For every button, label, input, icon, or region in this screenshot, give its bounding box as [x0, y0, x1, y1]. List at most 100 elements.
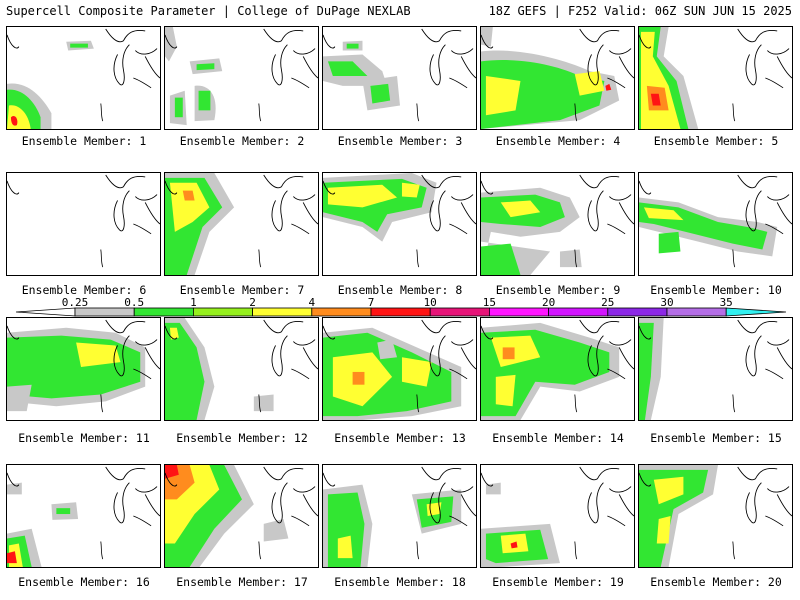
scp-contour	[198, 90, 211, 111]
member-label: Ensemble Member: 16	[18, 575, 150, 589]
colorbar-segment	[192, 307, 253, 317]
colorbar-left-arrow	[15, 307, 76, 317]
coastline-outline	[323, 325, 336, 340]
scp-contour	[346, 43, 359, 49]
member-map-panel	[322, 317, 477, 421]
colorbar-segment	[488, 307, 549, 317]
river-outline	[732, 249, 736, 268]
scp-contour	[656, 516, 671, 544]
river-outline	[100, 394, 104, 413]
member-label: Ensemble Member: 19	[492, 575, 624, 589]
coastline-outline	[323, 34, 336, 49]
scp-contour	[401, 182, 420, 198]
great-lakes-outline	[263, 466, 318, 527]
member-map-panel	[638, 464, 793, 568]
member-label: Ensemble Member: 6	[21, 283, 147, 297]
scp-contour	[502, 347, 515, 360]
coastline-outline	[165, 180, 178, 195]
colorbar-tick-label: 30	[660, 296, 674, 309]
chart-title: Supercell Composite Parameter | College …	[6, 4, 411, 18]
great-lakes-outline	[263, 28, 318, 89]
river-outline	[574, 103, 578, 122]
great-lakes-outline	[105, 28, 160, 89]
coastline-outline	[481, 34, 494, 49]
river-outline	[732, 394, 736, 413]
member-label: Ensemble Member: 5	[653, 134, 779, 148]
coastline-outline	[481, 472, 494, 487]
coastline-outline	[165, 34, 178, 49]
scp-contour	[485, 482, 501, 495]
river-outline	[416, 541, 420, 560]
colorbar-segment	[74, 307, 135, 317]
scp-contour	[481, 60, 605, 129]
member-map-panel	[164, 317, 319, 421]
scp-contour	[165, 322, 205, 420]
great-lakes-outline	[421, 466, 476, 527]
member-map-panel	[322, 172, 477, 276]
scp-contour	[182, 190, 195, 201]
scp-contour	[7, 551, 17, 564]
colorbar-segment	[311, 307, 372, 317]
river-outline	[100, 249, 104, 268]
river-outline	[574, 394, 578, 413]
scp-contour	[56, 508, 71, 515]
great-lakes-outline	[737, 174, 792, 235]
colorbar-segment	[252, 307, 313, 317]
scp-contour	[253, 394, 274, 412]
great-lakes-outline	[421, 28, 476, 89]
colorbar-tick-label: 20	[541, 296, 556, 309]
member-label: Ensemble Member: 15	[650, 431, 782, 445]
scp-contour	[401, 357, 432, 387]
member-label: Ensemble Member: 11	[18, 431, 150, 445]
scp-contour	[481, 243, 521, 275]
river-outline	[258, 249, 262, 268]
member-label: Ensemble Member: 9	[495, 283, 621, 297]
scp-contour	[639, 469, 709, 567]
great-lakes-outline	[579, 28, 634, 89]
scp-contour	[639, 322, 654, 420]
great-lakes-outline	[421, 319, 476, 380]
scp-contour	[605, 83, 612, 91]
colorbar-segment	[725, 307, 787, 317]
river-outline	[732, 541, 736, 560]
scp-contour	[10, 115, 18, 126]
scp-contour	[574, 71, 605, 96]
river-outline	[416, 103, 420, 122]
colorbar-segment	[548, 307, 609, 317]
colorbar-tick-label: 10	[423, 296, 437, 309]
great-lakes-outline	[579, 466, 634, 527]
scp-contour	[650, 93, 661, 106]
river-outline	[732, 103, 736, 122]
scp-contour	[76, 342, 121, 368]
scp-contour	[370, 83, 391, 104]
coastline-outline	[7, 180, 20, 195]
river-outline	[574, 541, 578, 560]
colorbar-tick-label: 0.25	[61, 296, 89, 309]
colorbar-tick-label: 15	[482, 296, 497, 309]
member-map-panel	[322, 26, 477, 130]
scp-contour	[510, 541, 518, 549]
member-map-panel	[322, 464, 477, 568]
colorbar-segment	[607, 307, 668, 317]
member-map-panel	[480, 317, 635, 421]
scp-contour	[7, 482, 22, 495]
great-lakes-outline	[105, 174, 160, 235]
coastline-outline	[639, 34, 652, 49]
great-lakes-outline	[579, 174, 634, 235]
coastline-outline	[639, 472, 652, 487]
river-outline	[574, 249, 578, 268]
great-lakes-outline	[263, 319, 318, 380]
member-label: Ensemble Member: 13	[334, 431, 466, 445]
great-lakes-outline	[737, 28, 792, 89]
member-map-panel	[638, 317, 793, 421]
great-lakes-outline	[737, 466, 792, 527]
scp-contour	[7, 384, 32, 412]
river-outline	[100, 103, 104, 122]
coastline-outline	[7, 325, 20, 340]
scp-contour	[174, 97, 183, 118]
colorbar-tick-label: 2	[249, 296, 256, 309]
coastline-outline	[7, 472, 20, 487]
coastline-outline	[165, 325, 178, 340]
member-label: Ensemble Member: 20	[650, 575, 782, 589]
scp-contour	[495, 374, 516, 407]
